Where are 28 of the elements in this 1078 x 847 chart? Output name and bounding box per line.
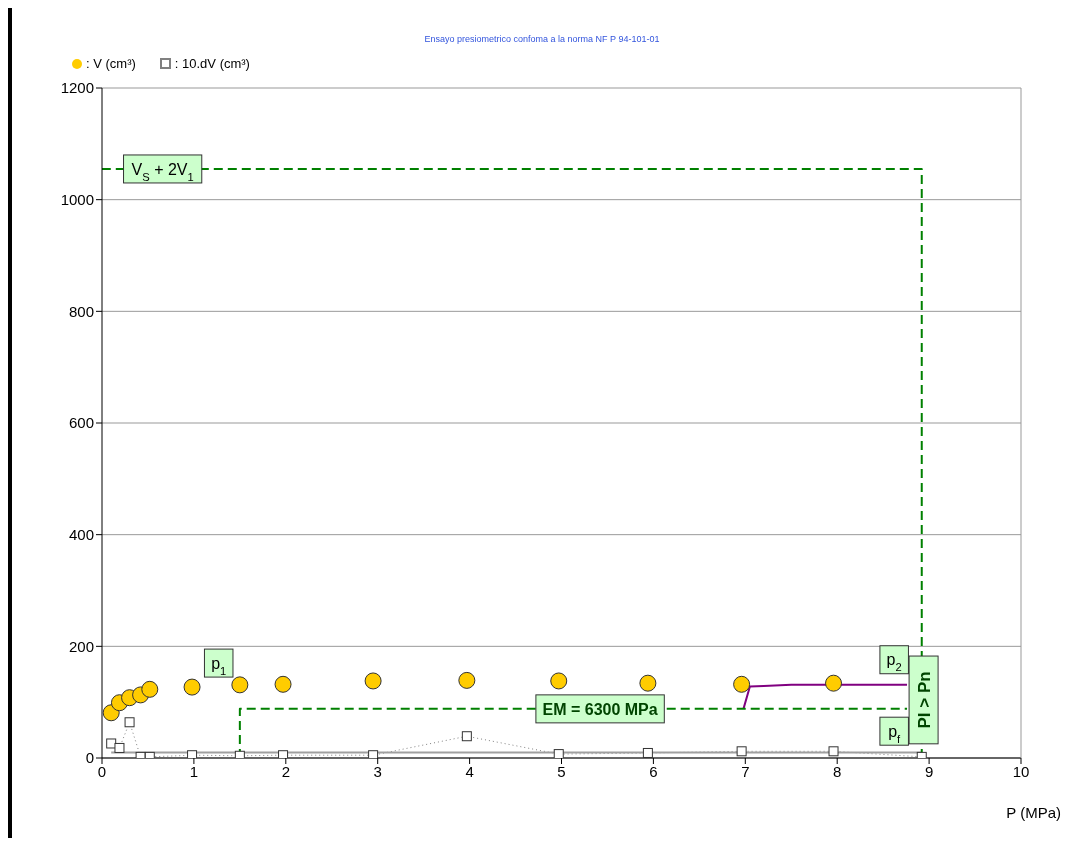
y-tick-label: 400 xyxy=(68,525,94,543)
annotation: p$_{1}$ xyxy=(211,654,227,677)
y-tick-label: 0 xyxy=(85,749,94,767)
annotation: EM = 6300 MPa xyxy=(542,700,658,718)
x-tick-label: 10 xyxy=(1012,762,1030,780)
x-tick-label: 1 xyxy=(189,762,199,780)
annotation: V$_{S}$ + 2V$_{1}$ xyxy=(131,160,194,183)
x-tick-label: 3 xyxy=(373,762,382,780)
x-tick-label: 6 xyxy=(649,762,658,780)
x-tick-label: 0 xyxy=(97,762,107,780)
y-tick-label: 600 xyxy=(68,414,94,432)
x-tick-label: 5 xyxy=(557,762,566,780)
x-tick-label: 2 xyxy=(281,762,290,780)
x-tick-label: 8 xyxy=(833,762,842,780)
chart-title: Ensayo presiometrico confoma a la norma NF P 94-101-01 xyxy=(423,34,661,44)
legend-label: : 10.dV (cm³) xyxy=(174,56,250,71)
annotation: PI > Pn xyxy=(914,671,934,729)
annotation: p$_{f}$ xyxy=(888,722,902,745)
x-tick-label: 7 xyxy=(741,762,750,780)
y-tick-label: 1200 xyxy=(60,79,94,97)
x-axis-title: P (MPa) xyxy=(1006,804,1061,821)
y-tick-label: 800 xyxy=(68,302,94,320)
x-tick-label: 9 xyxy=(924,762,934,780)
legend-label: : V (cm³) xyxy=(86,56,136,71)
x-tick-label: 4 xyxy=(465,762,474,780)
y-tick-label: 200 xyxy=(68,637,94,655)
y-tick-label: 1000 xyxy=(60,190,94,208)
annotation: p$_{2}$ xyxy=(886,651,902,674)
